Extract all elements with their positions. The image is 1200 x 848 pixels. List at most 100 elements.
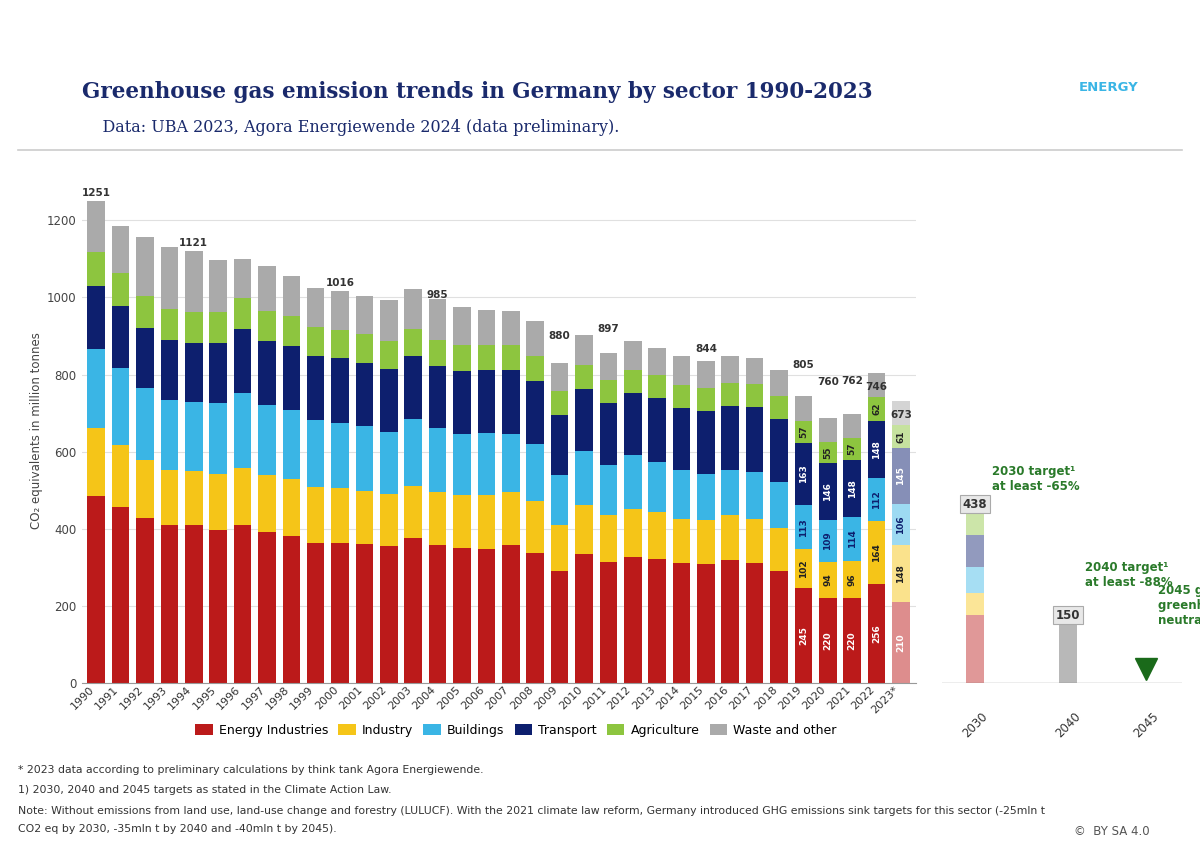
Bar: [404, 538, 422, 683]
Bar: [966, 567, 984, 594]
Text: 55: 55: [823, 447, 833, 459]
Bar: [794, 396, 812, 421]
Text: 762: 762: [841, 376, 863, 386]
Bar: [527, 356, 544, 381]
Bar: [258, 476, 276, 533]
Bar: [697, 474, 715, 521]
Text: * 2023 data according to preliminary calculations by think tank Agora Energiewen: * 2023 data according to preliminary cal…: [18, 765, 484, 775]
Bar: [820, 418, 836, 443]
Bar: [234, 259, 251, 298]
Bar: [454, 307, 470, 345]
Bar: [307, 420, 324, 488]
Bar: [428, 340, 446, 366]
Bar: [112, 306, 130, 367]
Bar: [258, 405, 276, 476]
Bar: [697, 360, 715, 388]
Bar: [820, 561, 836, 598]
Bar: [112, 226, 130, 273]
Bar: [697, 564, 715, 683]
Text: 96: 96: [847, 573, 857, 586]
Bar: [209, 343, 227, 403]
Text: 256: 256: [872, 624, 881, 643]
Bar: [844, 517, 860, 561]
Bar: [137, 296, 154, 328]
Bar: [770, 370, 788, 397]
Bar: [258, 310, 276, 341]
Bar: [648, 512, 666, 559]
Bar: [600, 515, 617, 561]
Bar: [307, 488, 324, 543]
Text: 805: 805: [792, 360, 815, 370]
Bar: [404, 486, 422, 538]
Bar: [527, 501, 544, 553]
Bar: [820, 598, 836, 683]
Text: 62: 62: [872, 403, 881, 415]
Text: CO2 eq by 2030, -35mln t by 2040 and -40mln t by 2045).: CO2 eq by 2030, -35mln t by 2040 and -40…: [18, 824, 337, 834]
Bar: [137, 328, 154, 388]
Bar: [282, 410, 300, 479]
Bar: [88, 496, 106, 683]
Bar: [624, 509, 642, 556]
Text: 2030: 2030: [960, 710, 990, 739]
Bar: [844, 460, 860, 517]
Bar: [234, 329, 251, 393]
Bar: [454, 548, 470, 683]
Text: 113: 113: [799, 518, 808, 537]
Bar: [88, 252, 106, 286]
Bar: [746, 407, 763, 472]
Text: 57: 57: [799, 426, 808, 438]
Bar: [892, 544, 910, 602]
Bar: [428, 545, 446, 683]
Bar: [428, 492, 446, 545]
Bar: [624, 342, 642, 370]
Bar: [380, 300, 397, 341]
Bar: [112, 507, 130, 683]
Text: 1121: 1121: [179, 237, 209, 248]
Bar: [721, 405, 739, 470]
Bar: [966, 594, 984, 616]
Bar: [258, 266, 276, 310]
Bar: [551, 525, 569, 571]
Legend: Energy Industries, Industry, Buildings, Transport, Agriculture, Waste and other: Energy Industries, Industry, Buildings, …: [191, 719, 841, 742]
Bar: [161, 525, 178, 683]
Bar: [600, 403, 617, 465]
Bar: [624, 393, 642, 455]
Bar: [551, 363, 569, 391]
Text: 102: 102: [799, 560, 808, 578]
Bar: [380, 546, 397, 683]
Bar: [502, 545, 520, 683]
Bar: [331, 359, 349, 423]
Bar: [794, 421, 812, 443]
Bar: [746, 358, 763, 384]
Bar: [527, 553, 544, 683]
Text: 210: 210: [896, 633, 906, 651]
Bar: [966, 503, 984, 513]
Bar: [502, 434, 520, 492]
Text: ©  BY SA 4.0: © BY SA 4.0: [1074, 825, 1150, 838]
Bar: [624, 556, 642, 683]
Bar: [527, 444, 544, 501]
Bar: [794, 589, 812, 683]
Bar: [673, 470, 690, 519]
Bar: [478, 371, 496, 433]
Bar: [648, 399, 666, 461]
Bar: [502, 492, 520, 545]
Bar: [746, 563, 763, 683]
Bar: [331, 330, 349, 359]
Bar: [428, 428, 446, 492]
Text: 94: 94: [823, 573, 833, 586]
Bar: [575, 335, 593, 365]
Bar: [355, 296, 373, 334]
Bar: [502, 371, 520, 434]
Bar: [820, 464, 836, 520]
Bar: [355, 363, 373, 427]
Text: 220: 220: [823, 631, 833, 650]
Bar: [404, 419, 422, 486]
Text: 57: 57: [847, 443, 857, 455]
Bar: [478, 310, 496, 345]
Text: 1251: 1251: [82, 187, 110, 198]
Text: Data: UBA 2023, Agora Energiewende 2024 (data preliminary).: Data: UBA 2023, Agora Energiewende 2024 …: [82, 119, 619, 136]
Bar: [112, 367, 130, 444]
Bar: [234, 526, 251, 683]
Text: 109: 109: [823, 532, 833, 550]
